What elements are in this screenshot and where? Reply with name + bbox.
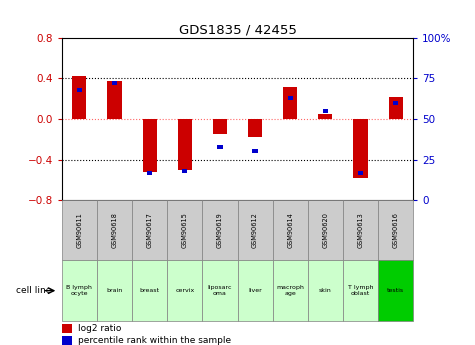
Bar (343, 260, 378, 321)
Text: percentile rank within the sample: percentile rank within the sample (77, 336, 231, 345)
Text: B lymph
ocyte: B lymph ocyte (66, 285, 92, 296)
Bar (142, 119, 157, 172)
Bar (393, 101, 399, 105)
Bar (62, 324, 72, 333)
Text: GSM90615: GSM90615 (182, 213, 188, 248)
Text: GSM90612: GSM90612 (252, 213, 258, 248)
Bar (217, 145, 223, 149)
Bar (112, 81, 117, 85)
Bar (318, 114, 332, 119)
Bar (389, 97, 403, 119)
Bar (167, 200, 202, 260)
Bar (213, 119, 227, 134)
Bar (62, 200, 97, 260)
Text: GSM90613: GSM90613 (358, 213, 363, 248)
Text: GSM90611: GSM90611 (76, 213, 82, 248)
Text: cell line: cell line (16, 286, 51, 295)
Text: log2 ratio: log2 ratio (77, 324, 121, 333)
Bar (72, 77, 86, 119)
Bar (182, 169, 188, 173)
Bar (287, 96, 293, 100)
Text: GSM90617: GSM90617 (147, 213, 152, 248)
Bar (273, 200, 308, 260)
Bar (97, 260, 132, 321)
Bar (323, 109, 328, 113)
Bar (273, 260, 308, 321)
Text: skin: skin (319, 288, 332, 293)
Text: brain: brain (106, 288, 123, 293)
Bar (308, 260, 343, 321)
Text: macroph
age: macroph age (276, 285, 304, 296)
Text: GSM90618: GSM90618 (112, 213, 117, 248)
Text: liver: liver (248, 288, 262, 293)
Bar (343, 200, 378, 260)
Title: GDS1835 / 42455: GDS1835 / 42455 (179, 24, 296, 37)
Text: T lymph
oblast: T lymph oblast (348, 285, 373, 296)
Bar (202, 200, 238, 260)
Bar (132, 200, 167, 260)
Bar (283, 87, 297, 119)
Text: GSM90616: GSM90616 (393, 213, 399, 248)
Text: liposarc
oma: liposarc oma (208, 285, 232, 296)
Bar (252, 149, 258, 154)
Text: GSM90619: GSM90619 (217, 213, 223, 248)
Bar (238, 260, 273, 321)
Bar (76, 88, 82, 92)
Text: testis: testis (387, 288, 404, 293)
Text: breast: breast (140, 288, 160, 293)
Bar (378, 200, 413, 260)
Bar (248, 119, 262, 137)
Bar (238, 200, 273, 260)
Text: GSM90620: GSM90620 (323, 212, 328, 248)
Bar (62, 336, 72, 345)
Bar (97, 200, 132, 260)
Bar (358, 170, 363, 175)
Bar (353, 119, 368, 178)
Bar (378, 260, 413, 321)
Bar (132, 260, 167, 321)
Bar (178, 119, 192, 170)
Bar (107, 80, 122, 119)
Text: cervix: cervix (175, 288, 194, 293)
Text: GSM90614: GSM90614 (287, 213, 293, 248)
Bar (167, 260, 202, 321)
Bar (62, 260, 97, 321)
Bar (308, 200, 343, 260)
Bar (147, 170, 152, 175)
Bar (202, 260, 238, 321)
